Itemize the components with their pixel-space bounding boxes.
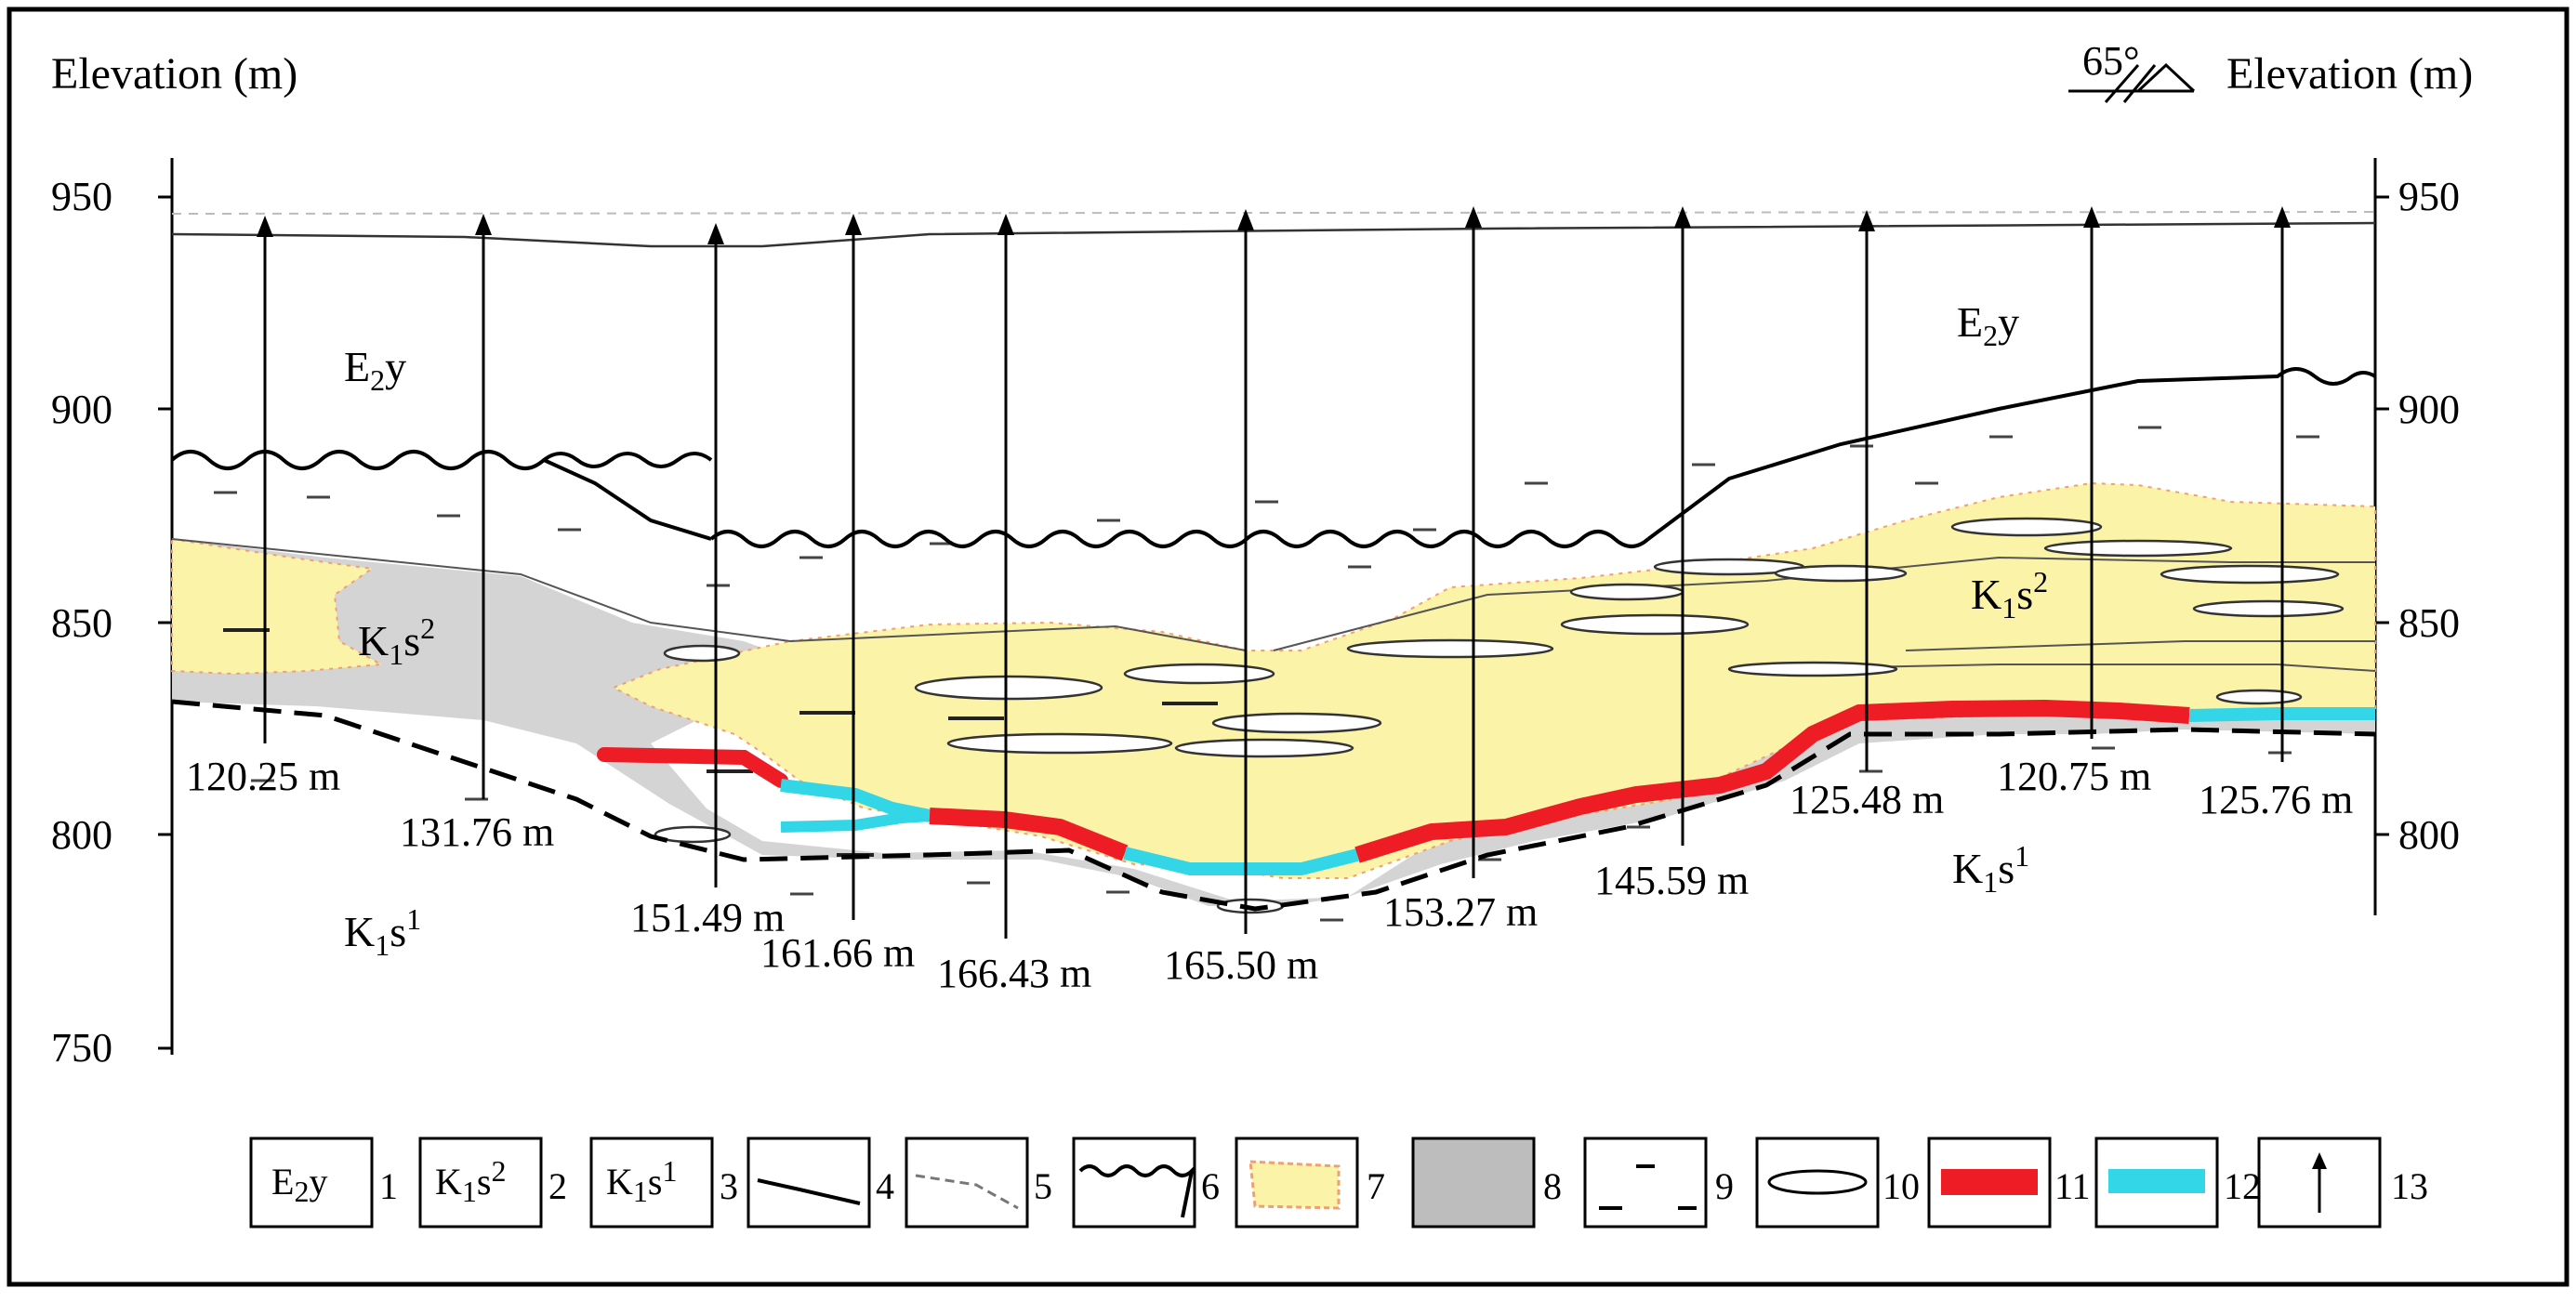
sand-top-line-right [789,624,1247,651]
legend-box-e2y [249,1137,374,1229]
tick-label-850: 850 [51,600,112,646]
legend-box-wavy-line [1072,1137,1196,1229]
legend-number: 11 [2054,1165,2091,1207]
wavy-unconformity [170,450,1650,548]
arrow-up-icon [1465,206,1482,228]
borehole-depth-label: 145.59 m [1594,858,1749,903]
legend-number: 4 [876,1165,894,1207]
red-orebody-1 [597,747,788,788]
yellow-sand-left [171,537,385,676]
unit-label-k1s1-left: K1s1 [344,902,421,962]
borehole-depth-label: 120.25 m [186,754,340,799]
legend: E2y 1 K1s2 2 K1s1 3 4 5 6 7 8 9 [249,1137,2428,1229]
legend-box-k1s2 [418,1137,543,1229]
arrow-up-icon [997,214,1014,235]
borehole-depth-label: 120.75 m [1997,754,2151,799]
wavy-unconformity-left-link [543,458,712,541]
borehole-depth-label: 125.48 m [1790,777,1944,822]
borehole-depth-label: 153.27 m [1383,889,1538,935]
borehole-labels: 120.25 m 131.76 m 151.49 m 161.66 m 166.… [186,754,2353,996]
red-orebody-2 [929,808,1129,861]
dip-angle-label: 65° [2082,38,2140,84]
borehole-depth-label: 161.66 m [760,930,915,976]
sand-internal-line-2 [1905,640,2375,651]
boreholes [263,218,2284,939]
tick-label-900: 900 [51,387,112,432]
sand-top-line [171,538,791,642]
arrow-up-icon [1674,206,1691,228]
cyan-orebody-4 [2188,707,2375,722]
right-axis-title: Elevation (m) [2226,49,2473,99]
arrow-up-icon [845,214,862,235]
left-axis-title: Elevation (m) [51,49,297,99]
legend-number: 5 [1034,1165,1052,1207]
right-tick-label-950: 950 [2398,174,2460,219]
right-tick-label-800: 800 [2398,812,2460,858]
arrow-up-icon [707,223,724,244]
arrow-up-icon [475,214,492,235]
arrow-up-icon [1237,209,1254,230]
gray-mudstone-body [172,539,2375,906]
unit-label-k1s2-left: K1s2 [358,611,435,671]
cyan-orebody-2 [780,810,931,833]
unit-label-e2y-right: E2y [1957,298,2019,352]
unit-label-k1s2-right: K1s2 [1971,565,2048,624]
unit-label-k1s1-right: K1s1 [1952,839,2029,899]
tick-label-950: 950 [51,174,112,219]
legend-number: 9 [1715,1165,1734,1207]
right-tick-label-900: 900 [2398,387,2460,432]
legend-box-dash-pattern [1583,1137,1708,1229]
wavy-unconformity-right [1646,367,2377,541]
borehole-depth-label: 125.76 m [2199,777,2353,822]
red-orebody-3 [1354,699,2190,863]
arrow-up-icon [2083,206,2100,228]
legend-number: 13 [2391,1165,2428,1207]
legend-number: 1 [379,1165,398,1207]
dip-symbol: 65° [2068,38,2196,103]
legend-number: 12 [2224,1165,2261,1207]
right-tick-label-850: 850 [2398,600,2460,646]
borehole-depth-label: 165.50 m [1164,942,1318,988]
right-axis: 950 900 850 800 [2373,158,2460,915]
legend-number: 3 [720,1165,738,1207]
legend-number: 8 [1543,1165,1562,1207]
unit-label-e2y-left: E2y [344,343,406,397]
legend-number: 6 [1201,1165,1220,1207]
legend-box-gray [1411,1137,1536,1229]
legend-number: 10 [1882,1165,1920,1207]
arrow-up-icon [2312,1152,2327,1169]
borehole-depth-label: 151.49 m [630,895,785,940]
tick-label-800: 800 [51,812,112,858]
legend-number: 7 [1367,1165,1385,1207]
legend-number: 2 [548,1165,567,1207]
borehole-depth-label: 131.76 m [400,809,554,855]
arrow-up-icon [257,216,273,237]
tick-label-750: 750 [51,1025,112,1071]
borehole-arrowheads [257,206,2291,244]
left-axis: 950 900 850 800 750 [51,158,174,1071]
arrow-up-icon [2274,206,2291,228]
k1s1-dashed-boundary [171,699,2376,912]
borehole-depth-label: 166.43 m [937,951,1091,996]
legend-box-k1s1 [589,1137,714,1229]
arrow-up-icon [1858,210,1875,231]
ground-surface-line [171,221,2376,248]
